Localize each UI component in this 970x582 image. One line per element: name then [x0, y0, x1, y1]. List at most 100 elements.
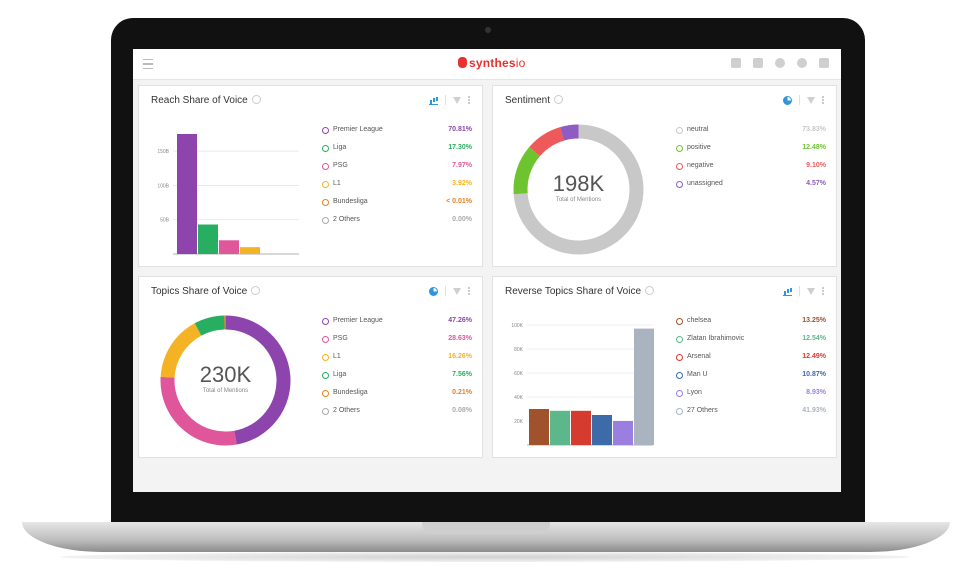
user-icon[interactable] — [775, 58, 785, 68]
legend-label: L1 — [333, 180, 341, 187]
donut-slice[interactable] — [513, 147, 541, 195]
legend-item[interactable]: Liga 7.56% — [322, 370, 472, 382]
legend-value: 0.08% — [452, 407, 472, 414]
divider — [445, 286, 446, 296]
legend-item[interactable]: 2 Others 0.00% — [322, 215, 472, 227]
legend-label: unassigned — [687, 180, 723, 187]
legend-value: 41.93% — [802, 407, 826, 414]
info-icon[interactable] — [645, 286, 655, 295]
logo-suffix: io — [515, 56, 526, 70]
legend-item[interactable]: 27 Others 41.93% — [676, 406, 826, 418]
legend-item[interactable]: Bundesliga < 0.01% — [322, 197, 472, 209]
top-bar: synthesio — [133, 49, 841, 80]
bar[interactable] — [634, 328, 654, 445]
legend-value: 9.10% — [806, 162, 826, 169]
legend-item[interactable]: Zlatan Ibrahimovic 12.54% — [676, 334, 826, 346]
legend-marker-icon — [322, 336, 329, 343]
legend-label: Premier League — [333, 126, 383, 133]
donut-slice[interactable] — [513, 124, 644, 255]
fullscreen-icon[interactable] — [819, 58, 829, 68]
legend-marker-icon — [676, 145, 683, 152]
legend-value: 7.97% — [452, 162, 472, 169]
legend-marker-icon — [676, 390, 683, 397]
filter-icon[interactable] — [453, 287, 461, 295]
legend-value: 8.93% — [806, 389, 826, 396]
more-options-icon[interactable] — [468, 290, 470, 292]
bar[interactable] — [529, 409, 549, 445]
donut-slice[interactable] — [160, 376, 237, 446]
legend-value: 28.63% — [448, 335, 472, 342]
legend-marker-icon — [676, 318, 683, 325]
legend-item[interactable]: PSG 28.63% — [322, 334, 472, 346]
bar[interactable] — [219, 240, 239, 254]
legend-item[interactable]: L1 16.26% — [322, 352, 472, 364]
bar-chart-icon[interactable] — [783, 287, 792, 296]
logo[interactable]: synthesio — [458, 56, 526, 70]
legend-marker-icon — [676, 163, 683, 170]
legend-item[interactable]: Lyon 8.93% — [676, 388, 826, 400]
bar[interactable] — [613, 421, 633, 445]
legend-item[interactable]: 2 Others 0.08% — [322, 406, 472, 418]
legend-item[interactable]: Bundesliga 0.21% — [322, 388, 472, 400]
legend-marker-icon — [322, 217, 329, 224]
laptop-notch — [422, 522, 550, 534]
bar[interactable] — [198, 224, 218, 254]
info-icon[interactable] — [554, 95, 564, 104]
legend-label: L1 — [333, 353, 341, 360]
panel-title: Sentiment — [505, 95, 564, 106]
legend-item[interactable]: Arsenal 12.49% — [676, 352, 826, 364]
pie-chart-icon[interactable] — [783, 95, 792, 105]
more-options-icon[interactable] — [822, 290, 824, 292]
bar[interactable] — [550, 410, 570, 445]
bar[interactable] — [240, 247, 260, 254]
legend-item[interactable]: neutral 73.83% — [676, 125, 826, 137]
legend-value: 47.26% — [448, 317, 472, 324]
donut-slice[interactable] — [160, 323, 202, 378]
legend-item[interactable]: Premier League 70.81% — [322, 125, 472, 137]
home-icon[interactable] — [731, 58, 741, 68]
legend-value: 70.81% — [448, 126, 472, 133]
gear-icon[interactable] — [797, 58, 807, 68]
more-options-icon[interactable] — [822, 99, 824, 101]
legend-value: 3.92% — [452, 180, 472, 187]
legend-item[interactable]: L1 3.92% — [322, 179, 472, 191]
bar[interactable] — [592, 415, 612, 445]
panel-tools — [783, 95, 824, 105]
legend-item[interactable]: unassigned 4.57% — [676, 179, 826, 191]
legend-marker-icon — [676, 127, 683, 134]
legend-item[interactable]: Man U 10.87% — [676, 370, 826, 382]
filter-icon[interactable] — [807, 96, 815, 104]
share-icon[interactable] — [753, 58, 763, 68]
legend-value: 16.26% — [448, 353, 472, 360]
filter-icon[interactable] — [807, 287, 815, 295]
logo-text: synthes — [469, 56, 516, 70]
donut-slice[interactable] — [225, 315, 291, 445]
panel-title: Reach Share of Voice — [151, 95, 261, 106]
legend-item[interactable]: Premier League 47.26% — [322, 316, 472, 328]
legend-marker-icon — [676, 181, 683, 188]
hamburger-menu-icon[interactable] — [143, 59, 153, 69]
legend-item[interactable]: positive 12.48% — [676, 143, 826, 155]
legend-item[interactable]: PSG 7.97% — [322, 161, 472, 173]
info-icon[interactable] — [251, 286, 261, 295]
legend-marker-icon — [676, 354, 683, 361]
legend-label: Liga — [333, 371, 347, 378]
legend-item[interactable]: Liga 17.30% — [322, 143, 472, 155]
legend-item[interactable]: negative 9.10% — [676, 161, 826, 173]
divider — [799, 95, 800, 105]
info-icon[interactable] — [251, 95, 261, 104]
legend-label: Liga — [333, 144, 347, 151]
legend-label: 2 Others — [333, 216, 360, 223]
bar-chart-icon[interactable] — [429, 96, 438, 105]
legend-item[interactable]: chelsea 13.25% — [676, 316, 826, 328]
bar[interactable] — [571, 410, 591, 445]
pie-chart-icon[interactable] — [429, 286, 438, 296]
legend-marker-icon — [322, 145, 329, 152]
donut-slice[interactable] — [529, 127, 565, 157]
donut-slice[interactable] — [560, 124, 579, 141]
bar[interactable] — [177, 134, 197, 254]
filter-icon[interactable] — [453, 96, 461, 104]
panel-tools — [429, 286, 470, 296]
more-options-icon[interactable] — [468, 99, 470, 101]
donut-slice[interactable] — [194, 315, 225, 336]
